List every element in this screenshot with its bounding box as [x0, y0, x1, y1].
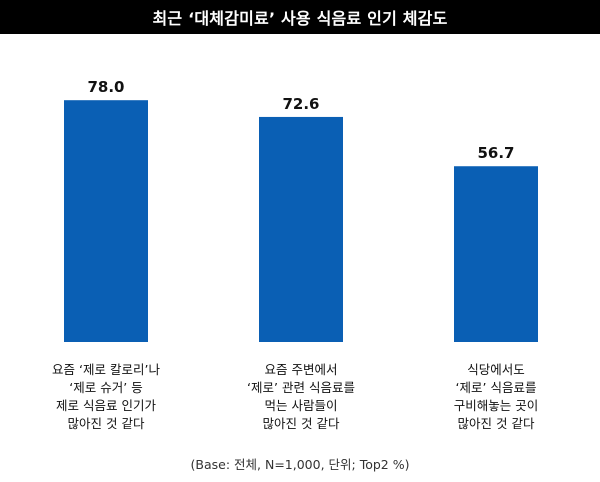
category-label-2: 요즘 주변에서 ‘제로’ 관련 식음료를 먹는 사람들이 많아진 것 같다 — [247, 362, 355, 431]
value-label-2: 72.6 — [282, 95, 319, 113]
category-label-1: 요즘 ‘제로 칼로리’나 ‘제로 슈거’ 등 제로 식음료 인기가 많아진 것 같다 — [52, 362, 160, 431]
category-label-3: 식당에서도 ‘제로’ 식음료를 구비해놓는 곳이 많아진 것 같다 — [454, 362, 538, 431]
bar-1 — [64, 100, 148, 342]
bar-2 — [259, 116, 343, 342]
value-label-1: 78.0 — [87, 78, 124, 96]
footnote: (Base: 전체, N=1,000, 단위; Top2 %) — [190, 457, 410, 472]
bar-3 — [454, 166, 538, 342]
value-label-3: 56.7 — [477, 144, 514, 162]
bar-chart: 78.0 요즘 ‘제로 칼로리’나 ‘제로 슈거’ 등 제로 식음료 인기가 많아진 것… — [52, 78, 538, 431]
chart-title: 최근 ‘대체감미료’ 사용 식음료 인기 체감도 — [0, 0, 600, 34]
